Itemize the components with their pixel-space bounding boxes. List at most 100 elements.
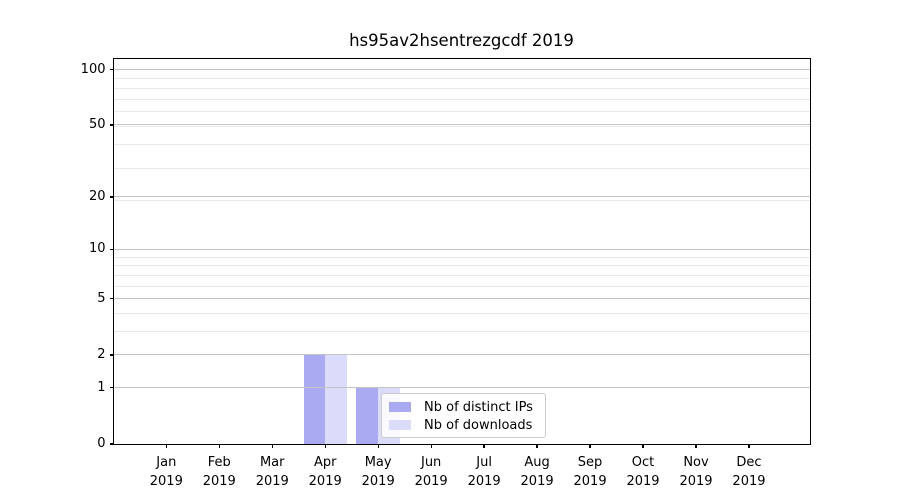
- y-tick-mark: [109, 124, 114, 126]
- bar-distinct-ips: [303, 354, 326, 444]
- legend-item-downloads: Nb of downloads: [382, 416, 545, 434]
- legend: Nb of distinct IPs Nb of downloads: [381, 393, 546, 438]
- x-tick-month: Jun: [420, 455, 442, 470]
- y-tick-label: 20: [88, 188, 106, 204]
- y-tick-label: 10: [88, 241, 106, 257]
- x-tick-mark: [642, 444, 644, 448]
- x-tick-mark: [536, 444, 538, 448]
- gridline-major: [113, 387, 810, 389]
- x-tick-year: 2019: [626, 473, 660, 489]
- x-tick-mark: [483, 444, 485, 448]
- y-tick-label: 100: [80, 61, 106, 77]
- gridline-minor: [113, 285, 810, 287]
- x-tick-month: Jul: [476, 455, 492, 470]
- gridline-major: [113, 354, 810, 356]
- x-tick-year: 2019: [255, 473, 289, 489]
- gridline-minor: [113, 144, 810, 146]
- spine-bottom: [112, 443, 811, 445]
- x-tick-year: 2019: [679, 473, 713, 489]
- x-tick-label: May 2019: [346, 454, 410, 491]
- gridline-minor: [113, 331, 810, 332]
- x-tick-year: 2019: [202, 473, 236, 489]
- x-tick-year: 2019: [573, 473, 607, 489]
- gridline-major: [113, 196, 810, 198]
- x-tick-label: Jun 2019: [399, 454, 463, 491]
- x-tick-mark: [695, 444, 697, 448]
- y-tick-label: 0: [97, 436, 106, 451]
- x-tick-mark: [218, 444, 220, 448]
- gridline-minor: [113, 111, 810, 113]
- legend-label-downloads: Nb of downloads: [424, 417, 533, 433]
- x-tick-month: Apr: [313, 455, 337, 470]
- x-tick-label: Jul 2019: [452, 454, 516, 491]
- bar-downloads: [325, 354, 347, 444]
- gridline-minor: [113, 167, 810, 169]
- x-tick-month: Dec: [736, 455, 762, 470]
- gridline-minor: [113, 98, 810, 100]
- x-tick-month: Sep: [577, 455, 603, 470]
- x-tick-label: Apr 2019: [293, 454, 357, 491]
- y-tick-mark: [109, 297, 114, 300]
- plot-area: 0 1 2 5 10 20 50 100 Jan 2019 Feb 2019 Mar 2019 Apr 201…: [81, 57, 811, 489]
- gridline-minor: [113, 78, 810, 80]
- x-tick-year: 2019: [520, 473, 554, 489]
- x-tick-year: 2019: [467, 473, 501, 489]
- x-tick-label: Oct 2019: [611, 454, 675, 491]
- y-tick-label: 1: [97, 379, 106, 395]
- gridline-minor: [113, 126, 810, 128]
- x-tick-mark: [748, 444, 750, 448]
- x-tick-label: Nov 2019: [664, 454, 728, 491]
- x-tick-month: Aug: [524, 455, 550, 470]
- gridline-minor: [113, 256, 810, 258]
- x-tick-mark: [430, 444, 432, 448]
- x-tick-label: Dec 2019: [717, 454, 781, 491]
- x-tick-month: Jan: [156, 455, 177, 470]
- gridline-minor: [113, 87, 810, 89]
- gridline-major: [113, 69, 810, 71]
- legend-swatch-downloads: [389, 420, 411, 430]
- x-tick-mark: [271, 444, 273, 448]
- x-tick-month: Nov: [683, 455, 709, 470]
- gridline-minor: [113, 265, 810, 267]
- gridline-minor: [113, 312, 810, 314]
- x-tick-mark: [324, 444, 326, 448]
- x-tick-year: 2019: [361, 473, 395, 489]
- x-tick-label: Mar 2019: [240, 454, 304, 491]
- x-tick-month: May: [364, 455, 392, 470]
- y-tick-mark: [109, 354, 114, 356]
- bar-distinct-ips: [356, 387, 379, 444]
- x-tick-label: Sep 2019: [558, 454, 622, 491]
- x-tick-month: Oct: [631, 455, 655, 470]
- spine-left: [112, 57, 114, 445]
- y-tick-mark: [109, 68, 114, 71]
- chart-title: hs95av2hsentrezgcdf 2019: [349, 31, 574, 50]
- y-tick-mark: [109, 196, 114, 198]
- x-tick-year: 2019: [414, 473, 448, 489]
- spine-right: [809, 57, 811, 445]
- y-tick-label: 50: [88, 116, 106, 132]
- x-tick-year: 2019: [732, 473, 766, 489]
- gridline-major: [113, 124, 810, 126]
- x-tick-mark: [589, 444, 591, 448]
- spine-top: [112, 57, 811, 59]
- x-tick-label: Feb 2019: [187, 454, 251, 491]
- y-tick-label: 5: [97, 290, 106, 306]
- x-tick-year: 2019: [308, 473, 342, 489]
- x-tick-label: Jan 2019: [134, 454, 198, 491]
- legend-label-distinct-ips: Nb of distinct IPs: [424, 399, 533, 415]
- gridline-minor: [113, 274, 810, 276]
- y-tick-mark: [109, 387, 114, 389]
- x-tick-year: 2019: [149, 473, 183, 489]
- x-tick-month: Mar: [259, 455, 285, 470]
- y-tick-mark: [109, 443, 114, 445]
- gridline-major: [113, 298, 810, 300]
- y-tick-label: 2: [97, 346, 106, 362]
- legend-swatch-distinct-ips: [389, 402, 411, 412]
- x-tick-mark: [377, 444, 379, 448]
- gridline-minor: [113, 200, 810, 202]
- y-tick-mark: [109, 248, 114, 251]
- x-tick-mark: [165, 444, 167, 448]
- legend-item-distinct-ips: Nb of distinct IPs: [382, 398, 545, 416]
- gridline-major: [113, 248, 810, 250]
- x-tick-month: Feb: [207, 455, 231, 470]
